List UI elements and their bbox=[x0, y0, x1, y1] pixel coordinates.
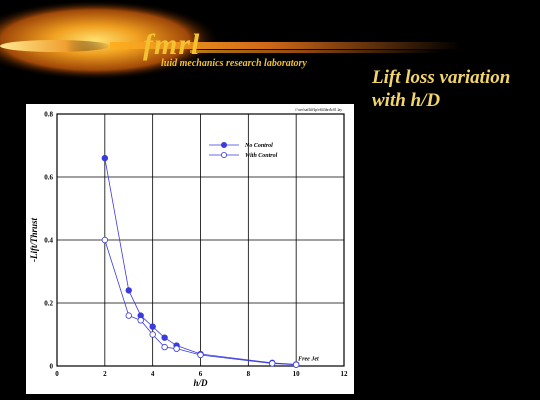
annotation-label: Free Jet bbox=[298, 356, 319, 362]
file-path-label: f:\sec\sat\lift\lp\eh\lftbrd\c01.lay bbox=[295, 108, 342, 112]
legend-label-1: No Control bbox=[244, 143, 273, 149]
logo-wordmark: fmrl bbox=[143, 28, 201, 61]
logo-streak bbox=[110, 42, 460, 49]
logo-flare bbox=[0, 40, 110, 52]
x-tick-label: 8 bbox=[247, 370, 251, 378]
x-tick-label: 10 bbox=[293, 370, 301, 378]
logo-glow bbox=[0, 0, 220, 80]
x-tick-label: 4 bbox=[151, 370, 155, 378]
data-point-series-1 bbox=[149, 323, 156, 330]
data-point-series-2 bbox=[161, 343, 168, 351]
data-point-series-2 bbox=[269, 360, 276, 367]
x-tick-label: 2 bbox=[103, 370, 107, 378]
data-point-series-2 bbox=[137, 317, 144, 324]
data-point-series-2 bbox=[197, 351, 204, 359]
slide-title: Lift loss variation with h/D bbox=[372, 67, 511, 111]
logo-subtitle: luid mechanics research laboratory bbox=[161, 58, 307, 69]
lift-loss-chart: 0 2 4 6 8 10 12 0 0.2 0.4 0.6 0.8 h/D -Lift/Thrust f:\… bbox=[29, 108, 349, 388]
y-tick-label: 0.2 bbox=[44, 300, 53, 308]
data-point-series-1 bbox=[161, 334, 168, 341]
chart-panel: 0 2 4 6 8 10 12 0 0.2 0.4 0.6 0.8 h/D -Lift/Thrust f:\… bbox=[26, 104, 354, 394]
data-point-series-2 bbox=[125, 312, 132, 319]
data-point-series-2 bbox=[149, 331, 156, 338]
x-tick-label: 0 bbox=[55, 370, 59, 378]
plot-frame bbox=[56, 113, 345, 367]
logo-streak-thin bbox=[190, 50, 440, 53]
legend-marker-1 bbox=[220, 142, 227, 149]
x-tick-label: 6 bbox=[199, 370, 203, 378]
logo-banner bbox=[0, 0, 460, 80]
legend-marker-2 bbox=[220, 152, 227, 159]
y-tick-label: 0.8 bbox=[44, 111, 53, 119]
data-point-series-2 bbox=[101, 236, 109, 244]
data-point-series-1 bbox=[101, 154, 109, 162]
legend-label-2: With Control bbox=[245, 153, 278, 159]
y-tick-label: 0.6 bbox=[44, 174, 53, 182]
y-tick-label: 0 bbox=[50, 363, 54, 371]
data-point-series-2 bbox=[292, 361, 300, 368]
x-tick-label: 12 bbox=[341, 370, 349, 378]
y-tick-label: 0.4 bbox=[44, 237, 53, 245]
y-axis-label: -Lift/Thrust bbox=[29, 218, 39, 263]
data-point-series-2 bbox=[173, 345, 180, 352]
x-axis-label: h/D bbox=[193, 378, 208, 388]
data-point-series-1 bbox=[125, 287, 132, 294]
